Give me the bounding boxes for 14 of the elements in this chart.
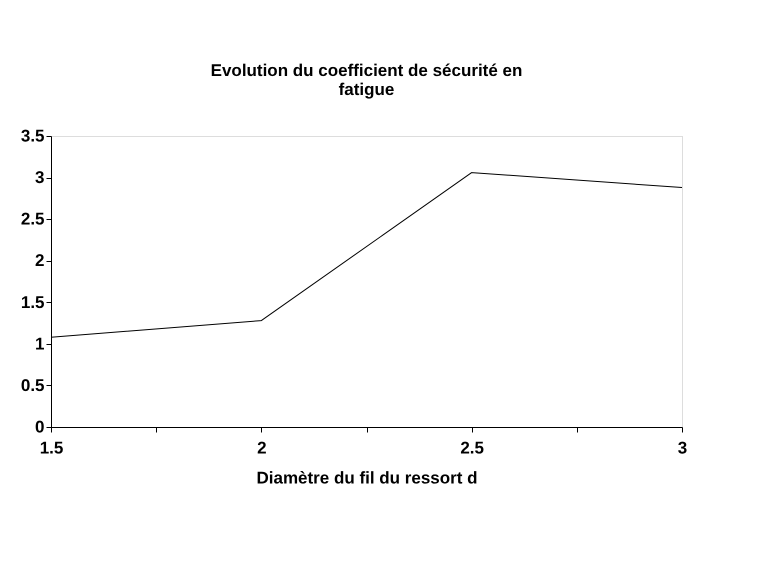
- text: fatigue: [338, 80, 394, 99]
- x-axis-title: Diamètre du fil du ressort d: [256, 468, 478, 488]
- y-tick-label: 0: [35, 418, 44, 436]
- y-tick-label: 1: [35, 334, 44, 354]
- y-tick-label: 3.5: [20, 126, 44, 146]
- y-tick-label: 2: [35, 251, 44, 270]
- y-tick-label: 0.5: [20, 376, 44, 395]
- x-tick-label: 2.5: [460, 438, 484, 458]
- y-tick-label: 3: [35, 168, 44, 188]
- y-tick-label: 2.5: [20, 210, 44, 229]
- x-tick-label: 3: [678, 438, 688, 458]
- text: Evolution du coefficient de sécurité en: [210, 61, 522, 80]
- x-tick-label: 2: [257, 438, 267, 458]
- y-tick-label: 1.5: [20, 292, 44, 312]
